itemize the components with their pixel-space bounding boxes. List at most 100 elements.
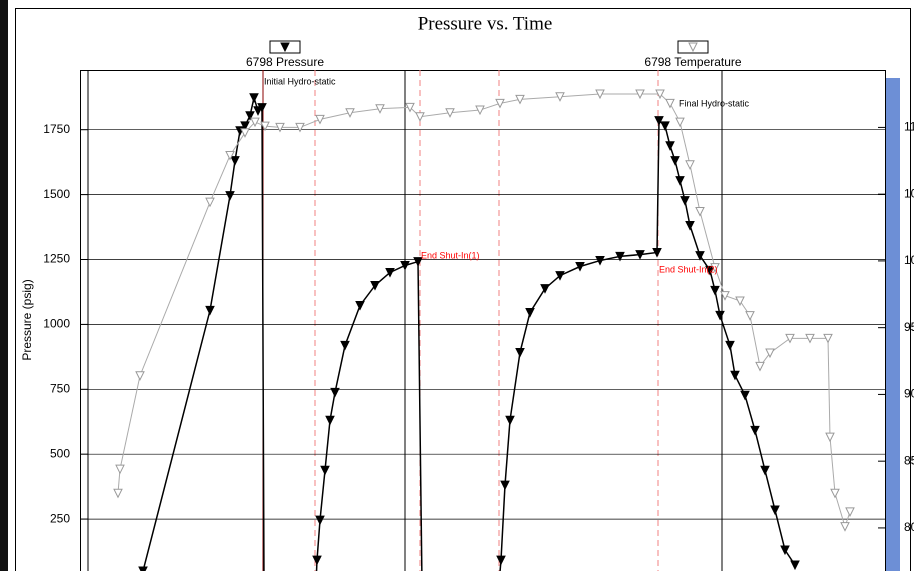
point-marker (249, 93, 259, 103)
point-marker (654, 116, 664, 126)
point-marker (710, 263, 720, 273)
point-marker (400, 260, 410, 271)
y2-tick-label: 100 (904, 253, 914, 267)
point-marker (315, 515, 325, 526)
point-marker (710, 285, 720, 296)
point-marker (652, 247, 662, 258)
point-marker (205, 305, 215, 316)
y2-tick-label: 80 (904, 520, 914, 534)
point-marker (225, 191, 235, 201)
point-marker (740, 390, 750, 401)
point-marker (325, 415, 335, 426)
legend-marker (280, 42, 290, 53)
point-marker (680, 196, 690, 206)
point-marker (260, 121, 270, 132)
y-tick-label: 1750 (43, 122, 70, 136)
y-tick-label: 250 (50, 511, 70, 525)
point-marker (525, 307, 535, 318)
point-marker (735, 296, 745, 307)
point-marker (245, 111, 255, 121)
point-marker (295, 122, 305, 133)
point-marker (725, 340, 735, 351)
point-marker (635, 250, 645, 260)
point-marker (720, 291, 730, 301)
point-marker (257, 103, 267, 113)
point-marker (205, 197, 215, 208)
point-marker (785, 333, 795, 344)
y-tick-label: 500 (50, 446, 70, 460)
point-marker (375, 104, 385, 114)
point-marker (540, 284, 550, 294)
y2-tick-label: 95 (904, 320, 914, 334)
annotation: End Shut-In(1) (421, 250, 480, 260)
point-marker (845, 507, 855, 518)
point-marker (665, 141, 675, 151)
point-marker (670, 156, 680, 166)
point-marker (790, 560, 800, 571)
point-marker (515, 347, 525, 358)
annotation: Initial Hydro-static (264, 76, 336, 86)
annotation: Final Hydro-static (679, 98, 750, 108)
point-marker (780, 545, 790, 556)
point-marker (755, 361, 765, 372)
legend-label: 6798 Pressure (246, 55, 324, 69)
point-marker (695, 207, 705, 217)
point-marker (250, 117, 260, 128)
y2-axis-bar (886, 78, 900, 571)
point-marker (505, 415, 515, 426)
point-marker (715, 310, 725, 321)
point-marker (115, 464, 125, 475)
point-marker (595, 256, 605, 266)
point-marker (805, 333, 815, 344)
point-marker (496, 555, 506, 566)
point-marker (330, 387, 340, 398)
point-marker (475, 105, 485, 116)
point-marker (370, 280, 380, 291)
point-marker (240, 128, 250, 138)
point-marker (345, 108, 355, 118)
series-line (142, 94, 796, 571)
annotation: End Shut-In(2) (659, 264, 718, 274)
point-marker (730, 370, 740, 381)
legend-label: 6798 Temperature (644, 55, 742, 69)
frame (15, 8, 911, 571)
point-marker (555, 271, 565, 281)
point-marker (830, 488, 840, 499)
point-marker (315, 114, 325, 125)
legend-marker (688, 42, 698, 53)
point-marker (275, 122, 285, 133)
point-marker (665, 98, 675, 109)
point-marker (823, 333, 833, 344)
point-marker (385, 267, 395, 278)
y2-tick-label: 110 (904, 120, 914, 134)
point-marker (685, 160, 695, 170)
point-marker (675, 176, 685, 186)
point-marker (415, 112, 425, 122)
point-marker (135, 371, 145, 381)
point-marker (770, 505, 780, 516)
point-marker (312, 555, 322, 566)
point-marker (113, 488, 123, 499)
point-marker (765, 348, 775, 359)
point-marker (138, 566, 148, 571)
y-tick-label: 1500 (43, 187, 70, 201)
point-marker (575, 262, 585, 272)
point-marker (595, 89, 605, 100)
point-marker (500, 480, 510, 491)
point-marker (685, 220, 695, 231)
y2-tick-label: 90 (904, 387, 914, 401)
y-tick-label: 1000 (43, 317, 70, 331)
point-marker (655, 89, 665, 100)
plot-area (80, 70, 886, 571)
point-marker (660, 121, 670, 131)
point-marker (340, 340, 350, 351)
series-line (117, 93, 851, 529)
y-tick-label: 1250 (43, 252, 70, 266)
point-marker (445, 108, 455, 118)
point-marker (320, 465, 330, 476)
y2-tick-label: 105 (904, 186, 914, 200)
point-marker (675, 117, 685, 128)
point-marker (515, 94, 525, 105)
y-axis-label: Pressure (psig) (20, 279, 34, 360)
